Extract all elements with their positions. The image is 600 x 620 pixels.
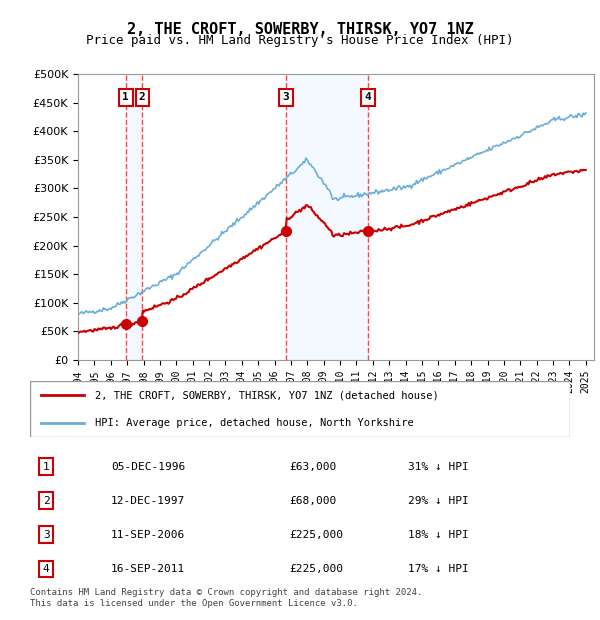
Bar [286,74,368,360]
Text: 1: 1 [43,461,50,472]
Text: 2, THE CROFT, SOWERBY, THIRSK, YO7 1NZ: 2, THE CROFT, SOWERBY, THIRSK, YO7 1NZ [127,22,473,37]
Text: 3: 3 [43,529,50,540]
Text: £68,000: £68,000 [289,495,337,506]
Text: 29% ↓ HPI: 29% ↓ HPI [408,495,469,506]
Text: 4: 4 [43,564,50,574]
Text: 16-SEP-2011: 16-SEP-2011 [111,564,185,574]
Text: 2: 2 [43,495,50,506]
Text: Price paid vs. HM Land Registry's House Price Index (HPI): Price paid vs. HM Land Registry's House … [86,34,514,47]
Text: 17% ↓ HPI: 17% ↓ HPI [408,564,469,574]
Text: 2, THE CROFT, SOWERBY, THIRSK, YO7 1NZ (detached house): 2, THE CROFT, SOWERBY, THIRSK, YO7 1NZ (… [95,390,439,401]
Text: £225,000: £225,000 [289,529,343,540]
FancyBboxPatch shape [30,381,570,437]
Text: 05-DEC-1996: 05-DEC-1996 [111,461,185,472]
Text: 31% ↓ HPI: 31% ↓ HPI [408,461,469,472]
Text: 18% ↓ HPI: 18% ↓ HPI [408,529,469,540]
Text: Contains HM Land Registry data © Crown copyright and database right 2024.
This d: Contains HM Land Registry data © Crown c… [30,588,422,608]
Bar [78,74,594,360]
Text: 2: 2 [139,92,146,102]
Text: HPI: Average price, detached house, North Yorkshire: HPI: Average price, detached house, Nort… [95,418,413,428]
Text: 4: 4 [365,92,371,102]
Text: £63,000: £63,000 [289,461,337,472]
Bar [126,74,142,360]
Text: 1: 1 [122,92,129,102]
Text: £225,000: £225,000 [289,564,343,574]
Bar [78,74,594,360]
Text: 12-DEC-1997: 12-DEC-1997 [111,495,185,506]
Text: 11-SEP-2006: 11-SEP-2006 [111,529,185,540]
Text: 3: 3 [283,92,289,102]
